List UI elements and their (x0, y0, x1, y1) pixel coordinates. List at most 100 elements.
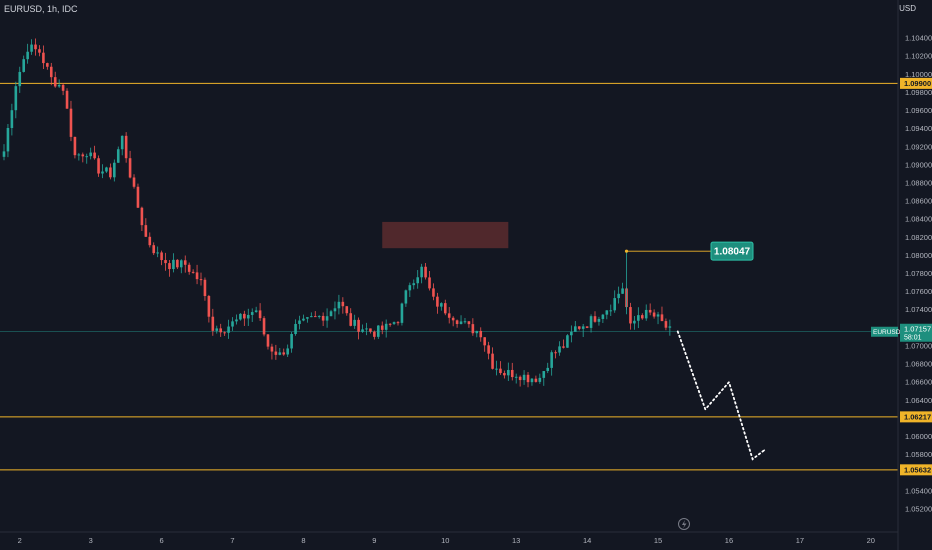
y-tick-label: 1.09600 (905, 106, 932, 115)
candle-body (42, 52, 45, 64)
candle-body (246, 314, 250, 319)
lightning-icon (678, 518, 690, 530)
candle-body (617, 293, 620, 299)
candle-body (420, 266, 423, 278)
candle-body (499, 368, 502, 374)
candle-body (235, 319, 238, 322)
candle-body (605, 310, 609, 315)
y-tick-label: 1.06400 (905, 396, 932, 405)
candle-body (416, 277, 419, 284)
y-tick-label: 1.06800 (905, 360, 932, 369)
y-tick-label: 1.08000 (905, 251, 932, 260)
candle-body (597, 318, 601, 322)
candle-body (310, 316, 313, 318)
candle-body (124, 135, 128, 159)
candle-body (581, 326, 585, 329)
candle-body (621, 288, 624, 294)
candle-body (432, 288, 435, 297)
candle-body (392, 322, 396, 324)
candle-body (57, 84, 61, 87)
candle-body (510, 369, 514, 378)
candle-body (345, 306, 349, 314)
supply-zone (382, 221, 509, 249)
candle-body (447, 313, 451, 318)
candle-body (116, 149, 120, 163)
candle-body (337, 301, 341, 309)
misc-layer: 1.08047 (624, 241, 754, 530)
y-tick-label: 1.07800 (905, 269, 932, 278)
x-tick-label: 16 (725, 536, 733, 545)
candle-body (463, 321, 467, 323)
candle-body (475, 330, 479, 334)
candle-body (365, 328, 368, 330)
y-tick-label: 1.10400 (905, 34, 932, 43)
candle-body (459, 321, 463, 325)
candle-body (298, 320, 301, 324)
candle-body (223, 332, 226, 334)
candle-body (357, 319, 360, 332)
candle-body (207, 296, 211, 317)
candle-body (577, 326, 581, 329)
candle-body (136, 186, 140, 208)
high-marker-label: 1.08047 (714, 247, 751, 258)
x-tick-label: 20 (867, 536, 875, 545)
candle-body (317, 315, 321, 317)
y-tick-label: 1.08600 (905, 197, 932, 206)
candle-body (18, 71, 22, 87)
candle-body (637, 315, 640, 321)
candle-body (6, 127, 10, 152)
candle-body (46, 63, 49, 67)
candle-body (306, 317, 309, 319)
candle-body (522, 374, 526, 381)
candle-body (93, 152, 96, 159)
candle-body (388, 323, 392, 325)
symbol-tag (871, 326, 898, 337)
x-tick-label: 17 (796, 536, 804, 545)
candle-body (325, 316, 329, 321)
x-tick-label: 14 (583, 536, 591, 545)
candle-body (101, 171, 104, 174)
candle-body (471, 324, 475, 334)
candle-body (652, 312, 656, 317)
candle-body (353, 319, 356, 326)
level-tag-label: 1.09900 (904, 79, 931, 88)
projection-path (676, 330, 766, 461)
candle-body (349, 313, 353, 326)
y-tick-label: 1.08200 (905, 233, 932, 242)
candles-layer (2, 38, 672, 388)
candle-body (187, 264, 191, 272)
x-tick-label: 10 (441, 536, 449, 545)
candle-body (180, 260, 183, 268)
y-tick-label: 1.10000 (905, 70, 932, 79)
candle-body (384, 323, 388, 330)
candle-body (554, 352, 557, 354)
candle-body (633, 320, 636, 324)
symbol-tag-label: EURUSD (873, 329, 901, 336)
candle-body (34, 44, 37, 50)
candle-body (648, 309, 652, 313)
candle-body (479, 330, 483, 338)
time-axis[interactable]: 2 3 6 7 8 9 10 13 14 15 16 17 20 (0, 531, 898, 545)
level-tag-label: 1.05632 (904, 466, 931, 475)
candle-body (487, 345, 490, 354)
candle-body (550, 352, 553, 368)
candle-body (286, 348, 289, 355)
candle-body (38, 49, 41, 53)
candle-body (542, 371, 546, 378)
candle-body (644, 309, 648, 319)
candle-body (270, 346, 274, 352)
candle-body (176, 259, 179, 268)
candle-body (613, 298, 616, 311)
candle-body (258, 310, 262, 319)
candle-body (85, 156, 89, 158)
candle-body (668, 326, 672, 328)
candle-body (380, 325, 384, 330)
x-tick-label: 8 (301, 536, 305, 545)
candle-body (601, 314, 605, 319)
y-tick-label: 1.08400 (905, 215, 932, 224)
countdown-label: 58:01 (904, 335, 922, 342)
candle-body (26, 51, 29, 60)
y-tick-label: 1.05400 (905, 486, 932, 495)
